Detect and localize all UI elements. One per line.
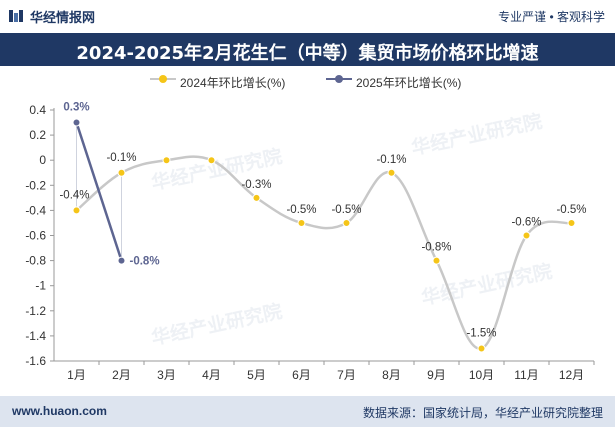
chart-title: 2024-2025年2月花生仁（中等）集贸市场价格环比增速 — [76, 43, 539, 64]
series-2024-data-label: -0.4% — [59, 189, 89, 201]
y-tick-label: -1.4 — [25, 329, 46, 343]
footer-source: 数据来源：国家统计局，华经产业研究院整理 — [362, 406, 603, 420]
y-tick-label: -1 — [35, 279, 46, 293]
x-tick-label: 12月 — [559, 368, 584, 382]
y-tick-label: -1.2 — [25, 304, 46, 318]
y-tick-label: -0.4 — [25, 203, 46, 217]
x-tick-label: 5月 — [247, 368, 266, 382]
series-2024-point — [117, 168, 126, 177]
x-tick-label: 7月 — [337, 368, 356, 382]
series-2024-point — [162, 156, 171, 165]
series-2025-data-label: -0.8% — [130, 256, 160, 268]
footer-url: www.huaon.com — [12, 404, 107, 418]
x-tick-label: 8月 — [382, 368, 401, 382]
top-bar: 华经情报网 专业严谨 • 客观科学 — [0, 0, 615, 32]
legend-swatch-2025-marker — [335, 75, 343, 83]
series-2024-data-label: -0.1% — [376, 154, 406, 166]
legend-label-2025: 2025年环比增长(%) — [356, 76, 462, 90]
y-tick-label: -1.6 — [25, 354, 46, 368]
x-tick-label: 3月 — [157, 368, 176, 382]
series-2024-point — [207, 156, 216, 165]
y-tick-label: 0 — [39, 153, 46, 167]
legend-label-2024: 2024年环比增长(%) — [180, 76, 286, 90]
y-tick-label: 0.2 — [29, 128, 46, 142]
x-tick-label: 4月 — [202, 368, 221, 382]
series-2024-point — [387, 168, 396, 177]
series-2024-data-label: -0.6% — [511, 217, 541, 229]
series-2024-data-label: -0.3% — [241, 179, 271, 191]
series-2024-point — [342, 218, 351, 227]
series-2025-point — [72, 118, 81, 127]
chart-plot: 0.4 0.2 0 -0.2 -0.4 -0.6 -0.8 -1 -1.2 -1.4 -1.6 1月 2… — [25, 102, 595, 382]
series-2024-point — [522, 231, 531, 240]
series-2025-point — [117, 256, 126, 265]
x-tick-label: 2月 — [112, 368, 131, 382]
series-2024-data-label: -0.5% — [286, 204, 316, 216]
footer-bar: www.huaon.com 数据来源：国家统计局，华经产业研究院整理 — [0, 396, 615, 427]
series-2024-point — [297, 218, 306, 227]
tagline: 专业严谨 • 客观科学 — [498, 10, 605, 24]
series-2024-point — [567, 218, 576, 227]
x-tick-label: 9月 — [427, 368, 446, 382]
series-2024-data-label: -1.5% — [466, 327, 496, 339]
x-tick-label: 1月 — [67, 368, 86, 382]
series-2024-data-label: -0.1% — [106, 152, 136, 164]
series-2024-point — [432, 256, 441, 265]
series-2024-data-label: -0.5% — [331, 204, 361, 216]
y-tick-label: -0.2 — [25, 178, 46, 192]
x-tick-label: 6月 — [292, 368, 311, 382]
x-tick-label: 11月 — [514, 368, 538, 382]
series-2024-data-label: -0.8% — [421, 242, 451, 254]
legend-swatch-2024-marker — [159, 75, 167, 83]
series-2024-point — [252, 193, 261, 202]
x-tick-label: 10月 — [469, 368, 494, 382]
brand-name: 华经情报网 — [30, 10, 96, 25]
series-2025-line — [75, 122, 123, 261]
y-tick-label: -0.6 — [25, 229, 46, 243]
series-2024-data-label: -0.5% — [556, 204, 586, 216]
brand-logo-icon — [9, 10, 23, 22]
series-2024-point — [72, 206, 81, 215]
series-2024-line — [75, 155, 572, 350]
series-2024-point — [477, 344, 486, 353]
y-tick-label: 0.4 — [29, 103, 46, 117]
chart-legend: 2024年环比增长(%) 2025年环比增长(%) — [0, 70, 615, 92]
y-tick-label: -0.8 — [25, 254, 46, 268]
series-2025-data-label: 0.3% — [63, 102, 89, 114]
title-bar: 2024-2025年2月花生仁（中等）集贸市场价格环比增速 — [0, 33, 615, 66]
